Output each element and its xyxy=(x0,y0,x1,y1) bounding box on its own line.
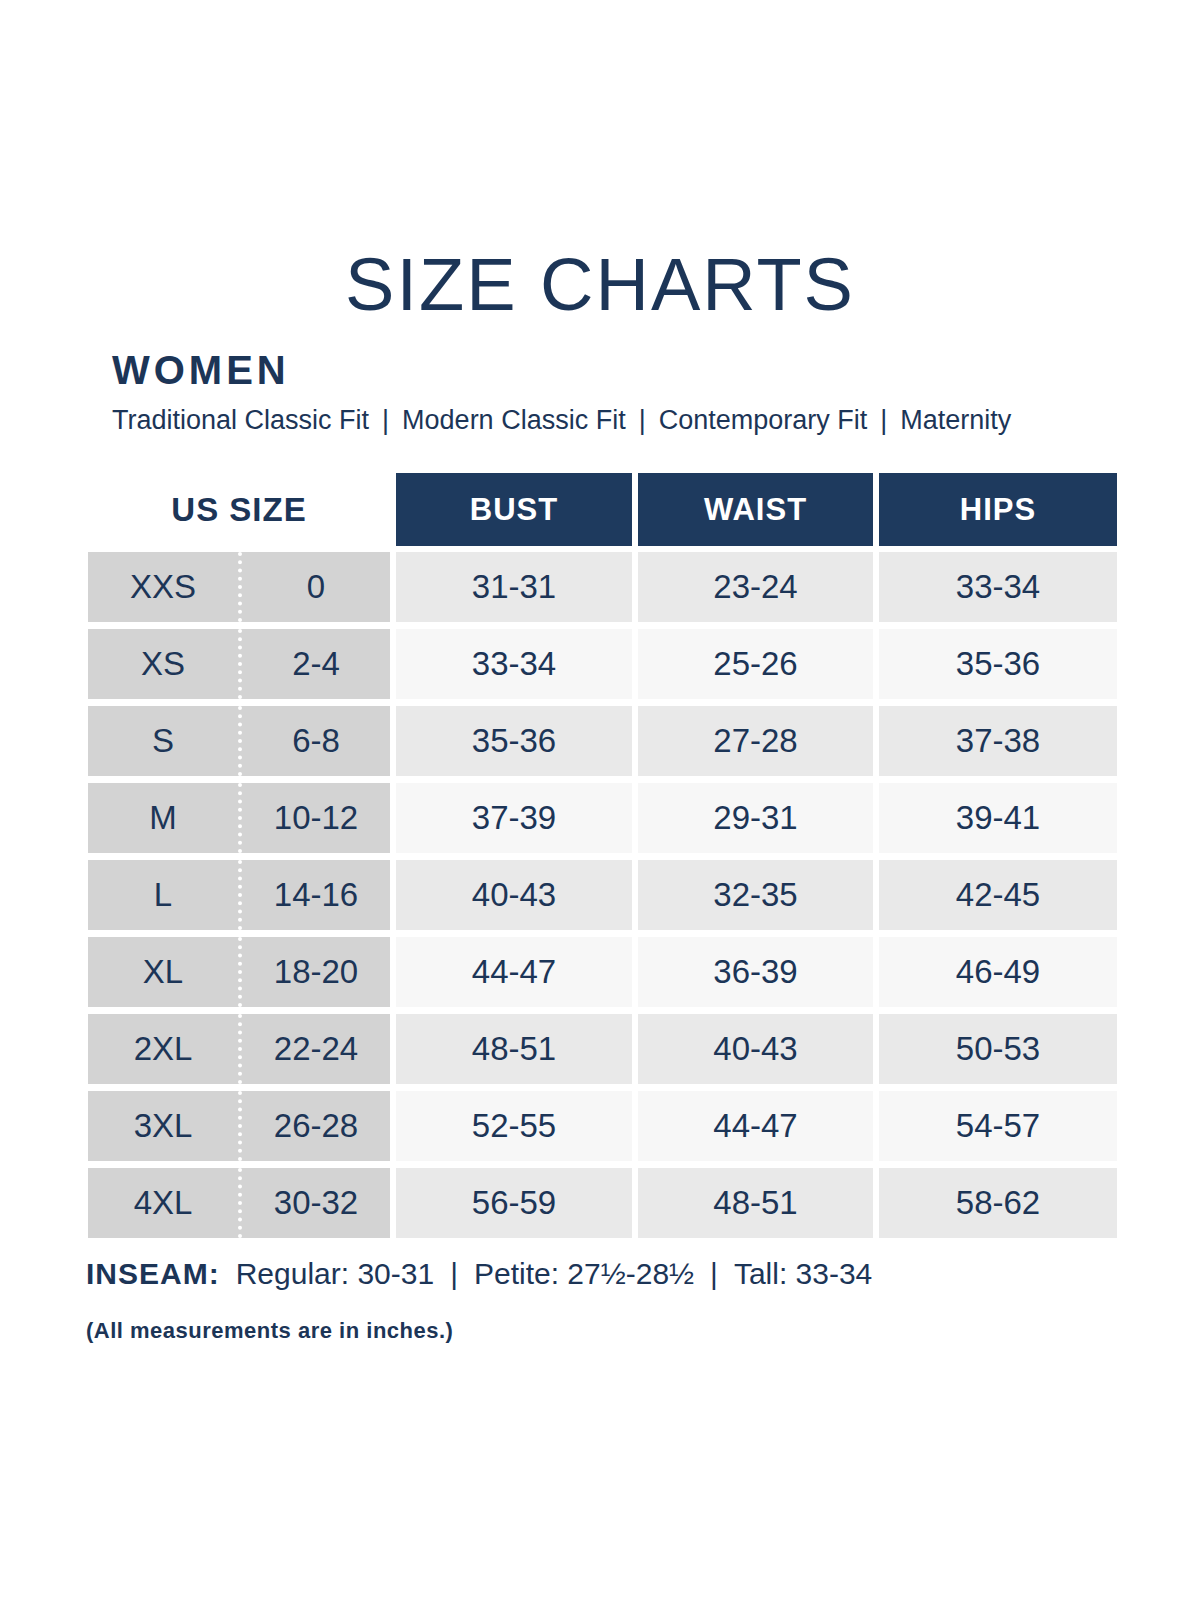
waist-cell: 48-51 xyxy=(638,1168,873,1238)
waist-cell: 32-35 xyxy=(638,860,873,930)
size-table-row: L 14-16 40-43 32-35 42-45 xyxy=(88,860,1117,930)
size-cell: L xyxy=(88,860,238,930)
bust-column-header: BUST xyxy=(396,473,632,546)
hips-column-header: HIPS xyxy=(879,473,1117,546)
size-cell: XL xyxy=(88,937,238,1007)
us-size-cell: 30-32 xyxy=(238,1168,390,1238)
inseam-separator: | xyxy=(710,1257,718,1290)
size-label-block: 2XL 22-24 xyxy=(88,1014,390,1084)
size-table-row: S 6-8 35-36 27-28 37-38 xyxy=(88,706,1117,776)
bust-cell: 44-47 xyxy=(396,937,632,1007)
bust-cell: 37-39 xyxy=(396,783,632,853)
size-label-block: L 14-16 xyxy=(88,860,390,930)
fit-type-modern: Modern Classic Fit xyxy=(402,405,626,435)
bust-cell: 33-34 xyxy=(396,629,632,699)
bust-cell: 40-43 xyxy=(396,860,632,930)
size-label-block: XXS 0 xyxy=(88,552,390,622)
hips-cell: 46-49 xyxy=(879,937,1117,1007)
waist-cell: 36-39 xyxy=(638,937,873,1007)
fit-separator: | xyxy=(880,405,887,435)
us-size-cell: 14-16 xyxy=(238,860,390,930)
size-table-header-row: US SIZE BUST WAIST HIPS xyxy=(88,473,1117,546)
us-size-cell: 0 xyxy=(238,552,390,622)
waist-cell: 23-24 xyxy=(638,552,873,622)
size-label-block: 3XL 26-28 xyxy=(88,1091,390,1161)
waist-cell: 27-28 xyxy=(638,706,873,776)
size-cell: 2XL xyxy=(88,1014,238,1084)
size-cell: 3XL xyxy=(88,1091,238,1161)
size-table-row: XS 2-4 33-34 25-26 35-36 xyxy=(88,629,1117,699)
waist-cell: 40-43 xyxy=(638,1014,873,1084)
fit-type-contemporary: Contemporary Fit xyxy=(659,405,868,435)
us-size-cell: 2-4 xyxy=(238,629,390,699)
hips-cell: 37-38 xyxy=(879,706,1117,776)
bust-cell: 56-59 xyxy=(396,1168,632,1238)
inseam-regular: Regular: 30-31 xyxy=(236,1257,434,1290)
us-size-cell: 22-24 xyxy=(238,1014,390,1084)
size-label-block: M 10-12 xyxy=(88,783,390,853)
size-table-row: 2XL 22-24 48-51 40-43 50-53 xyxy=(88,1014,1117,1084)
hips-cell: 58-62 xyxy=(879,1168,1117,1238)
size-table-row: XL 18-20 44-47 36-39 46-49 xyxy=(88,937,1117,1007)
size-cell: S xyxy=(88,706,238,776)
size-label-block: XL 18-20 xyxy=(88,937,390,1007)
size-label-block: XS 2-4 xyxy=(88,629,390,699)
hips-cell: 35-36 xyxy=(879,629,1117,699)
fit-type-maternity: Maternity xyxy=(900,405,1011,435)
measurements-note: (All measurements are in inches.) xyxy=(86,1318,453,1344)
size-table-row: 3XL 26-28 52-55 44-47 54-57 xyxy=(88,1091,1117,1161)
hips-cell: 42-45 xyxy=(879,860,1117,930)
us-size-cell: 26-28 xyxy=(238,1091,390,1161)
size-cell: M xyxy=(88,783,238,853)
inseam-separator: | xyxy=(450,1257,458,1290)
us-size-column-header: US SIZE xyxy=(88,473,390,546)
size-table-row: 4XL 30-32 56-59 48-51 58-62 xyxy=(88,1168,1117,1238)
us-size-cell: 10-12 xyxy=(238,783,390,853)
fit-type-traditional: Traditional Classic Fit xyxy=(112,405,369,435)
section-title-women: WOMEN xyxy=(112,350,290,390)
us-size-cell: 6-8 xyxy=(238,706,390,776)
size-cell: XS xyxy=(88,629,238,699)
size-label-block: 4XL 30-32 xyxy=(88,1168,390,1238)
inseam-tall: Tall: 33-34 xyxy=(734,1257,872,1290)
page-title: SIZE CHARTS xyxy=(0,248,1200,322)
size-table-row: XXS 0 31-31 23-24 33-34 xyxy=(88,552,1117,622)
waist-cell: 29-31 xyxy=(638,783,873,853)
bust-cell: 31-31 xyxy=(396,552,632,622)
fit-types-line: Traditional Classic Fit | Modern Classic F… xyxy=(112,404,1011,436)
bust-cell: 52-55 xyxy=(396,1091,632,1161)
waist-cell: 44-47 xyxy=(638,1091,873,1161)
us-size-cell: 18-20 xyxy=(238,937,390,1007)
inseam-line: INSEAM: Regular: 30-31 | Petite: 27½-28½ | Ta… xyxy=(86,1254,872,1293)
waist-cell: 25-26 xyxy=(638,629,873,699)
bust-cell: 35-36 xyxy=(396,706,632,776)
inseam-label: INSEAM: xyxy=(86,1257,220,1290)
hips-cell: 54-57 xyxy=(879,1091,1117,1161)
size-cell: 4XL xyxy=(88,1168,238,1238)
size-table: US SIZE BUST WAIST HIPS XXS 0 31-31 23-2… xyxy=(88,473,1117,1245)
fit-separator: | xyxy=(382,405,389,435)
hips-cell: 50-53 xyxy=(879,1014,1117,1084)
size-label-block: S 6-8 xyxy=(88,706,390,776)
waist-column-header: WAIST xyxy=(638,473,873,546)
size-table-body: XXS 0 31-31 23-24 33-34 XS 2-4 33-34 25-… xyxy=(88,552,1117,1238)
hips-cell: 33-34 xyxy=(879,552,1117,622)
size-cell: XXS xyxy=(88,552,238,622)
hips-cell: 39-41 xyxy=(879,783,1117,853)
inseam-petite: Petite: 27½-28½ xyxy=(474,1257,694,1290)
size-table-row: M 10-12 37-39 29-31 39-41 xyxy=(88,783,1117,853)
bust-cell: 48-51 xyxy=(396,1014,632,1084)
fit-separator: | xyxy=(639,405,646,435)
